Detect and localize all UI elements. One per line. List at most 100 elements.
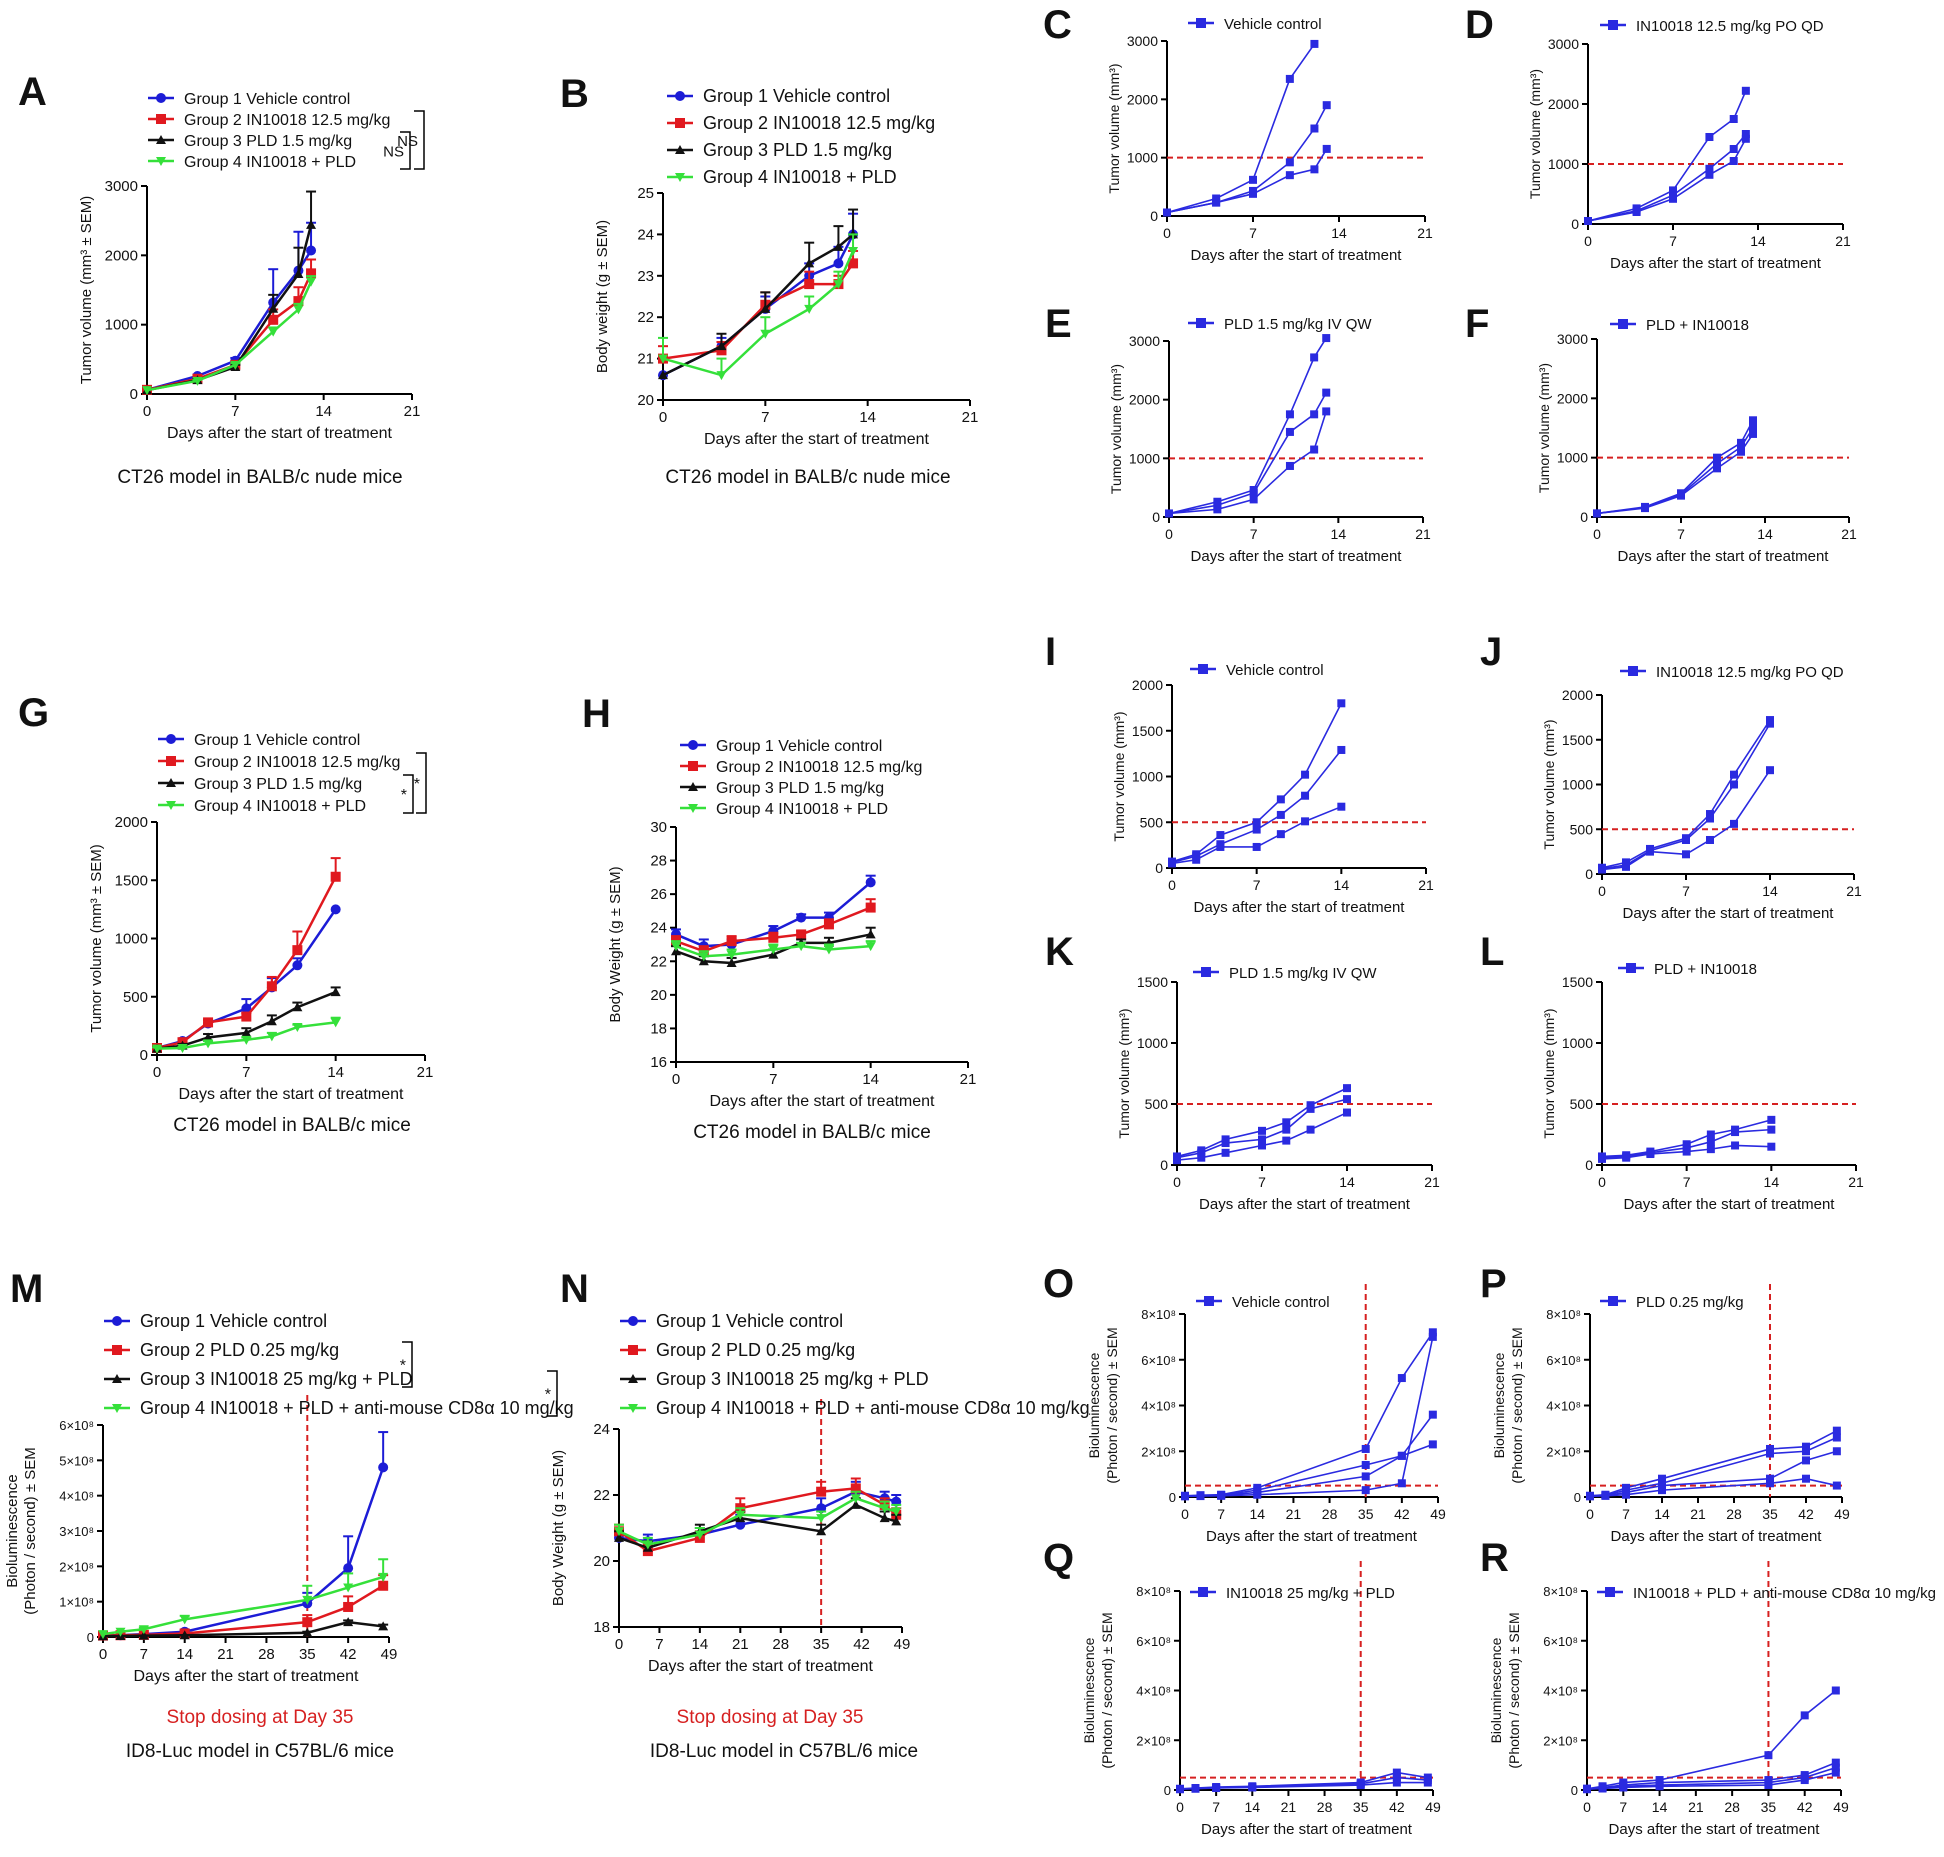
series-3: [658, 208, 859, 380]
data-point: [823, 945, 834, 955]
data-point: [343, 1601, 354, 1612]
data-point: [1192, 855, 1201, 864]
x-tick-label: 14: [1334, 877, 1350, 893]
x-tick-label: 21: [1688, 1799, 1704, 1815]
legend-marker: [1204, 1296, 1214, 1306]
legend-label: Group 1 Vehicle control: [140, 1311, 327, 1331]
x-tick-label: 49: [1834, 1506, 1850, 1522]
y-tick-label: 24: [637, 226, 654, 243]
data-point: [292, 1002, 303, 1012]
data-point: [848, 246, 859, 256]
data-point: [1173, 1156, 1181, 1165]
x-tick-label: 0: [1173, 1174, 1181, 1190]
data-point: [1706, 1145, 1715, 1154]
data-point: [1831, 1763, 1840, 1772]
x-tick-label: 0: [1168, 877, 1176, 893]
data-point: [1706, 1130, 1715, 1139]
data-point: [1212, 1784, 1221, 1793]
series-line: [662, 250, 855, 377]
data-point: [1306, 1125, 1315, 1134]
y-tick-label: 8×10⁸: [1543, 1584, 1578, 1599]
data-point: [1282, 1136, 1291, 1145]
data-point: [1310, 39, 1319, 48]
significance-bracket: [416, 752, 427, 814]
significance-label: NS: [397, 133, 418, 150]
y-tick-label: 6×10⁸: [59, 1418, 94, 1433]
data-point: [796, 942, 807, 952]
data-point: [268, 327, 279, 337]
legend-marker: [156, 135, 166, 144]
y-tick-label: 4×10⁸: [1543, 1684, 1578, 1699]
x-tick-label: 21: [962, 409, 979, 426]
data-point: [658, 370, 668, 380]
data-point: [1252, 818, 1261, 827]
data-point: [152, 1044, 162, 1054]
legend-label: PLD 0.25 mg/kg: [1636, 1294, 1744, 1311]
data-point: [268, 314, 279, 325]
series-line: [1168, 392, 1327, 515]
data-point: [1253, 1490, 1262, 1499]
y-axis-label: Tumor volume (mm³): [1108, 364, 1124, 494]
data-point: [865, 902, 876, 913]
y-tick-label: 18: [593, 1619, 610, 1636]
data-point: [203, 1017, 214, 1028]
data-point: [1730, 780, 1738, 789]
x-tick-label: 0: [1584, 233, 1592, 249]
x-tick-label: 7: [1682, 883, 1690, 899]
x-axis-label: Days after the start of treatment: [1194, 899, 1406, 916]
series-3: [1584, 134, 1750, 225]
data-point: [98, 1630, 108, 1640]
x-tick-label: 0: [659, 409, 667, 426]
data-point: [1282, 1118, 1291, 1127]
legend-marker: [166, 756, 176, 766]
significance-label: *: [401, 787, 407, 804]
data-point: [330, 871, 341, 882]
legend-label: Group 3 PLD 1.5 mg/kg: [184, 133, 352, 150]
data-point: [1705, 133, 1714, 141]
y-tick-label: 3000: [1127, 33, 1158, 49]
panel-q: Q 0 7 14 21 28 35 42 49 0 2×10⁸ 4×10⁸ 6×10⁸ 8×10⁸ Days…: [1043, 1536, 1441, 1838]
data-point: [192, 376, 203, 386]
series-line: [1587, 133, 1747, 222]
x-tick-label: 14: [1764, 1174, 1780, 1190]
data-point: [1285, 171, 1294, 180]
data-point: [1741, 130, 1750, 138]
y-tick-label: 8×10⁸: [1546, 1307, 1581, 1322]
y-tick-label: 1500: [1562, 974, 1593, 990]
x-tick-label: 28: [1724, 1799, 1740, 1815]
x-tick-label: 35: [813, 1636, 830, 1653]
data-point: [378, 1580, 389, 1591]
x-tick-label: 21: [1690, 1506, 1706, 1522]
data-point: [378, 1621, 389, 1631]
series-2: [1593, 424, 1757, 518]
data-point: [1832, 1481, 1841, 1490]
series-line: [662, 262, 855, 360]
x-tick-label: 0: [99, 1646, 107, 1663]
legend-label: Group 3 IN10018 25 mg/kg + PLD: [140, 1369, 413, 1389]
data-point: [1322, 407, 1331, 416]
y-tick-label: 4×10⁸: [1141, 1399, 1176, 1414]
y-tick-label: 2×10⁸: [59, 1559, 94, 1574]
data-point: [1802, 1474, 1810, 1483]
data-point: [768, 945, 779, 955]
data-point: [1764, 1751, 1773, 1760]
data-point: [1677, 491, 1685, 500]
x-tick-label: 28: [772, 1636, 789, 1653]
data-point: [816, 1526, 827, 1536]
y-tick-label: 8×10⁸: [1136, 1584, 1171, 1599]
data-point: [1598, 1784, 1607, 1793]
data-point: [1258, 1135, 1266, 1144]
data-point: [1392, 1778, 1401, 1787]
data-point: [1802, 1456, 1810, 1465]
data-point: [1322, 101, 1331, 110]
legend-marker: [628, 1404, 638, 1413]
data-point: [1731, 1141, 1740, 1150]
x-tick-label: 0: [143, 403, 151, 420]
data-point: [833, 258, 844, 269]
data-point: [816, 1514, 827, 1524]
y-tick-label: 3000: [1548, 36, 1579, 52]
legend-label: Group 3 PLD 1.5 mg/kg: [703, 140, 892, 160]
y-tick-label: 2×10⁸: [1136, 1733, 1171, 1748]
x-tick-label: 49: [1833, 1799, 1849, 1815]
data-point: [1310, 353, 1319, 362]
